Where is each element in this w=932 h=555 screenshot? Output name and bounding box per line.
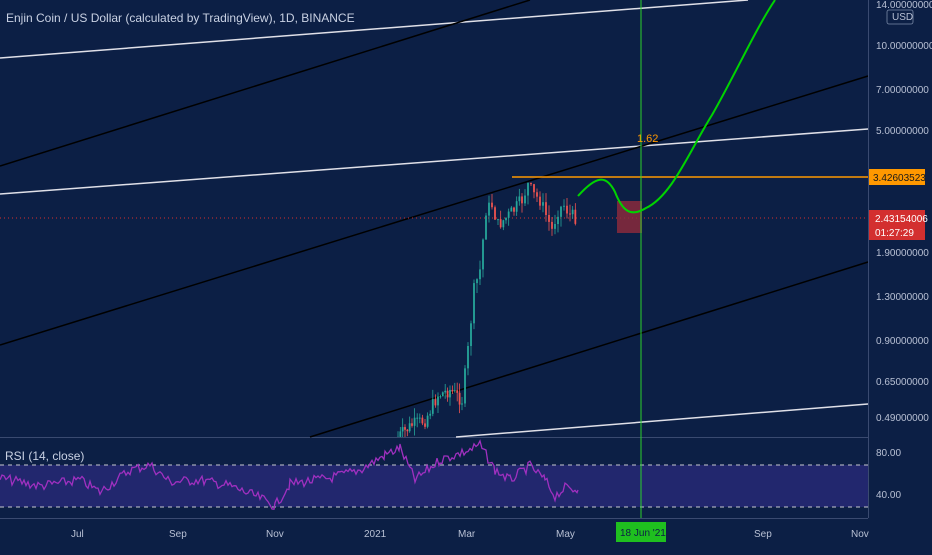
candle-body — [500, 219, 502, 227]
horizontal-level-label: 3.42603523 — [873, 173, 926, 184]
candle-body — [404, 427, 406, 430]
candle-body — [569, 214, 571, 215]
time-tick: Sep — [754, 529, 772, 540]
candle-body — [566, 206, 568, 214]
candle-body — [491, 203, 493, 208]
candle-body — [444, 391, 446, 393]
candle-body — [485, 216, 487, 240]
candle-body — [470, 323, 472, 346]
chart-title[interactable]: Enjin Coin / US Dollar (calculated by Tr… — [6, 11, 355, 25]
candle-body — [440, 396, 442, 397]
price-axis[interactable] — [868, 0, 932, 518]
candle-body — [563, 206, 565, 207]
candle-body — [502, 220, 504, 227]
date-highlight-label: 18 Jun '21 — [620, 528, 666, 539]
candle-body — [399, 431, 401, 436]
candle-body — [416, 418, 418, 419]
price-tick: 0.65000000 — [876, 377, 929, 388]
candle-body — [494, 207, 496, 219]
time-tick: Mar — [458, 529, 476, 540]
price-tick: 0.49000000 — [876, 413, 929, 424]
candle-body — [533, 184, 535, 192]
time-tick: Jul — [71, 529, 84, 540]
candle-body — [482, 240, 484, 270]
rsi-indicator-label[interactable]: RSI (14, close) — [5, 449, 84, 463]
candle-body — [527, 183, 529, 196]
candle-body — [432, 399, 434, 414]
candle-body — [574, 210, 576, 224]
candle-body — [518, 196, 520, 201]
candle-body — [513, 208, 515, 212]
candle-body — [560, 207, 562, 217]
price-tick: 7.00000000 — [876, 85, 929, 96]
candle-body — [521, 196, 523, 203]
candle-body — [461, 403, 463, 404]
candle-body — [447, 391, 449, 398]
candle-body — [548, 215, 550, 222]
candle-body — [542, 202, 544, 206]
candle-body — [497, 219, 499, 220]
candle-body — [479, 269, 481, 279]
price-tick: 1.30000000 — [876, 292, 929, 303]
time-tick: 2021 — [364, 529, 387, 540]
price-tick: 10.00000000 — [876, 41, 932, 52]
candle-body — [414, 418, 416, 426]
candle-body — [536, 192, 538, 196]
candle-body — [459, 393, 461, 405]
last-price-label: 2.43154006 — [875, 214, 928, 225]
candle-body — [551, 222, 553, 229]
candle-body — [554, 224, 556, 229]
price-axis-top-label: 14.00000000 — [876, 0, 932, 11]
candle-body — [510, 208, 512, 212]
countdown-label: 01:27:29 — [875, 228, 914, 239]
price-tick: 5.00000000 — [876, 126, 929, 137]
candle-body — [505, 218, 507, 220]
candle-body — [437, 396, 439, 405]
candle-body — [411, 423, 413, 426]
time-tick: Sep — [169, 529, 187, 540]
time-tick: Nov — [266, 529, 284, 540]
candle-body — [435, 399, 437, 405]
price-tick: 0.90000000 — [876, 336, 929, 347]
candle-body — [424, 423, 426, 426]
target-zone-box[interactable] — [617, 201, 642, 233]
candle-body — [545, 202, 547, 215]
candle-body — [422, 418, 424, 424]
candle-body — [452, 390, 454, 391]
candle-body — [456, 390, 458, 392]
time-tick: May — [556, 529, 575, 540]
rsi-band — [0, 465, 868, 507]
candle-body — [508, 212, 510, 218]
rsi-tick: 40.00 — [876, 490, 901, 501]
candle-body — [442, 392, 444, 396]
candle-body — [488, 203, 490, 216]
candle-body — [530, 183, 532, 184]
candle-body — [467, 346, 469, 368]
fib-label: 1.62 — [637, 133, 658, 145]
candle-body — [516, 201, 518, 212]
candle-body — [427, 416, 429, 427]
rsi-tick: 80.00 — [876, 448, 901, 459]
candle-body — [429, 414, 431, 416]
candle-body — [409, 423, 411, 431]
candle-body — [402, 427, 404, 431]
candle-body — [572, 210, 574, 214]
candle-body — [524, 196, 526, 204]
candle-body — [454, 390, 456, 391]
candle-body — [473, 283, 475, 323]
candle-body — [464, 368, 466, 403]
candle-body — [449, 390, 451, 397]
time-tick: Nov — [851, 529, 869, 540]
candle-body — [406, 430, 408, 431]
candle-body — [539, 197, 541, 206]
candle-body — [557, 217, 559, 224]
currency-label: USD — [892, 12, 913, 23]
candle-body — [476, 279, 478, 283]
price-tick: 1.90000000 — [876, 248, 929, 259]
candle-body — [419, 418, 421, 419]
